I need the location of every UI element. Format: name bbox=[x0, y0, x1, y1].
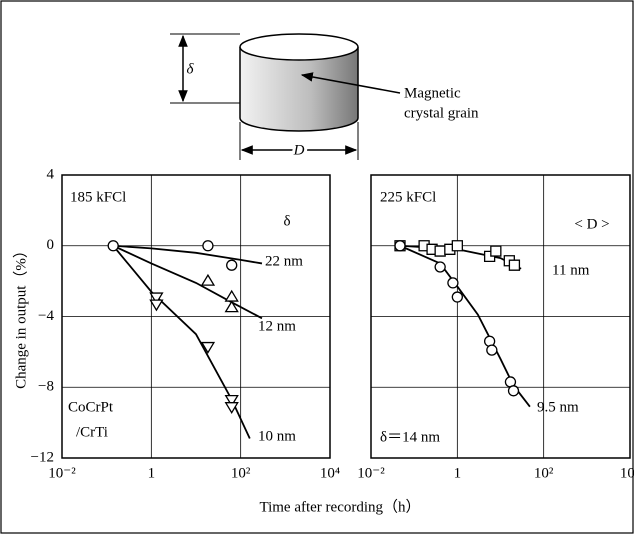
x-tick-label: 1 bbox=[148, 465, 156, 481]
data-point bbox=[149, 292, 164, 305]
y-axis-label: Change in output（%） bbox=[12, 243, 29, 389]
annotation: 225 kFCl bbox=[380, 189, 436, 205]
data-point bbox=[490, 245, 502, 257]
annotation: δ bbox=[283, 213, 290, 229]
x-tick-label: 10⁻² bbox=[357, 465, 385, 481]
data-point bbox=[226, 259, 238, 271]
data-point bbox=[224, 300, 239, 313]
data-point bbox=[508, 259, 521, 271]
x-tick-label: 1 bbox=[454, 465, 462, 481]
data-point bbox=[394, 240, 406, 252]
caption-line: Magnetic bbox=[404, 85, 461, 101]
data-point bbox=[224, 402, 239, 414]
grain-diagram: δ D Magnetic crystal grain bbox=[170, 33, 479, 161]
data-point bbox=[224, 394, 239, 407]
height-label: δ bbox=[187, 61, 195, 77]
annotation: /CrTi bbox=[76, 424, 108, 440]
data-point bbox=[507, 385, 520, 397]
fit-curve bbox=[112, 244, 263, 320]
caption-line: crystal grain bbox=[404, 105, 479, 121]
data-point bbox=[483, 335, 496, 347]
data-point bbox=[107, 240, 119, 252]
data-point bbox=[200, 273, 216, 286]
series-label: 11 nm bbox=[552, 262, 590, 278]
data-point bbox=[202, 240, 214, 252]
data-point bbox=[486, 344, 498, 356]
annotation: 185 kFCl bbox=[70, 189, 126, 205]
annotation: < D > bbox=[574, 216, 609, 232]
data-point bbox=[200, 341, 216, 354]
x-axis-label: Time after recording（h） bbox=[259, 498, 420, 515]
x-tick-label: 10⁻² bbox=[48, 465, 76, 481]
series-label: 22 nm bbox=[265, 253, 303, 269]
diameter-label: D bbox=[293, 142, 305, 158]
x-tick-label: 10⁴ bbox=[620, 465, 634, 481]
y-tick-label: −4 bbox=[38, 308, 54, 324]
data-point bbox=[447, 277, 459, 289]
y-tick-label: 0 bbox=[47, 237, 55, 253]
y-tick-label: −8 bbox=[38, 379, 54, 395]
series-label: 9.5 nm bbox=[537, 399, 579, 415]
y-tick-label: 4 bbox=[47, 166, 55, 182]
x-tick-label: 10² bbox=[231, 465, 251, 481]
data-point bbox=[451, 240, 463, 252]
series-label: 12 nm bbox=[258, 318, 296, 334]
annotation: δ＝14 nm bbox=[380, 429, 440, 445]
data-point bbox=[504, 376, 517, 388]
y-tick-label: −12 bbox=[31, 449, 54, 465]
annotation: CoCrPt bbox=[68, 399, 114, 415]
x-tick-label: 10⁴ bbox=[320, 465, 340, 481]
fit-curve bbox=[112, 245, 251, 439]
data-point bbox=[149, 299, 164, 312]
x-tick-label: 10² bbox=[534, 465, 554, 481]
data-point bbox=[451, 291, 463, 303]
fit-curve bbox=[113, 244, 263, 265]
data-point bbox=[434, 245, 446, 257]
series-label: 10 nm bbox=[258, 428, 296, 444]
data-point bbox=[434, 261, 446, 273]
